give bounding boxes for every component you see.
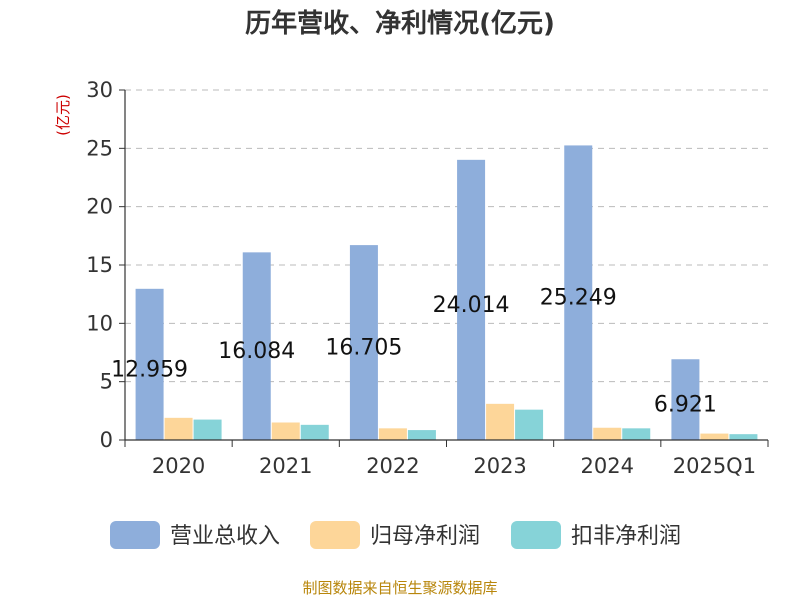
bar-s0-0 bbox=[135, 288, 164, 440]
y-tick-label-4: 20 bbox=[86, 195, 113, 219]
bar-s1-2 bbox=[378, 428, 407, 440]
axes bbox=[124, 90, 769, 447]
data-label-2: 16.705 bbox=[325, 336, 402, 361]
bar-s2-4 bbox=[622, 428, 651, 440]
legend-label-1[interactable]: 归母净利润 bbox=[370, 524, 480, 549]
x-tick-label-4: 2024 bbox=[581, 454, 634, 478]
bar-s0-5 bbox=[671, 359, 700, 440]
legend-swatch-0[interactable] bbox=[110, 521, 160, 549]
y-tick-label-2: 10 bbox=[86, 311, 113, 335]
bar-s2-0 bbox=[193, 419, 222, 440]
bar-s1-5 bbox=[700, 433, 729, 440]
bar-s0-2 bbox=[349, 245, 378, 440]
legend-swatch-2[interactable] bbox=[511, 521, 561, 549]
legend-swatch-1[interactable] bbox=[310, 521, 360, 549]
chart-title: 历年营收、净利情况(亿元) bbox=[245, 8, 555, 39]
bar-s0-4 bbox=[564, 145, 593, 440]
x-tick-label-3: 2023 bbox=[473, 454, 526, 478]
data-labels: 12.959 16.084 16.705 24.014 25.249 6.921 bbox=[111, 286, 717, 418]
bars bbox=[135, 145, 758, 440]
x-tick-label-1: 2021 bbox=[259, 454, 312, 478]
source-note: 制图数据来自恒生聚源数据库 bbox=[302, 579, 497, 597]
bar-s2-5 bbox=[729, 434, 758, 440]
y-tick-label-3: 15 bbox=[86, 253, 113, 277]
x-tick-label-2: 2022 bbox=[366, 454, 419, 478]
legend: 营业总收入 归母净利润 扣非净利润 bbox=[110, 521, 681, 549]
bar-s2-3 bbox=[515, 409, 544, 440]
data-label-0: 12.959 bbox=[111, 357, 188, 382]
y-tick-label-6: 30 bbox=[86, 78, 113, 102]
data-label-3: 24.014 bbox=[433, 293, 510, 318]
gridlines bbox=[119, 89, 768, 441]
y-tick-label-5: 25 bbox=[86, 136, 113, 160]
bar-s1-3 bbox=[486, 403, 515, 440]
x-tick-label-0: 2020 bbox=[152, 454, 205, 478]
bar-s1-0 bbox=[164, 417, 193, 440]
legend-label-2[interactable]: 扣非净利润 bbox=[571, 524, 681, 549]
tick-labels: 0 5 10 15 20 25 30 2020 2021 2022 2023 2024 2025Q1 bbox=[86, 78, 756, 478]
y-axis-label: (亿元) bbox=[54, 94, 72, 136]
bar-s2-1 bbox=[300, 424, 329, 440]
data-label-4: 25.249 bbox=[540, 286, 617, 311]
data-label-5: 6.921 bbox=[654, 393, 717, 418]
y-tick-label-0: 0 bbox=[100, 428, 113, 452]
bar-s2-2 bbox=[407, 430, 436, 440]
bar-s0-1 bbox=[242, 252, 271, 440]
bar-s1-1 bbox=[271, 422, 300, 440]
bar-s0-3 bbox=[457, 159, 486, 440]
data-label-1: 16.084 bbox=[218, 339, 295, 364]
x-tick-label-5: 2025Q1 bbox=[673, 454, 756, 478]
bar-s1-4 bbox=[593, 427, 622, 440]
legend-label-0[interactable]: 营业总收入 bbox=[170, 524, 280, 549]
y-tick-label-1: 5 bbox=[100, 370, 113, 394]
